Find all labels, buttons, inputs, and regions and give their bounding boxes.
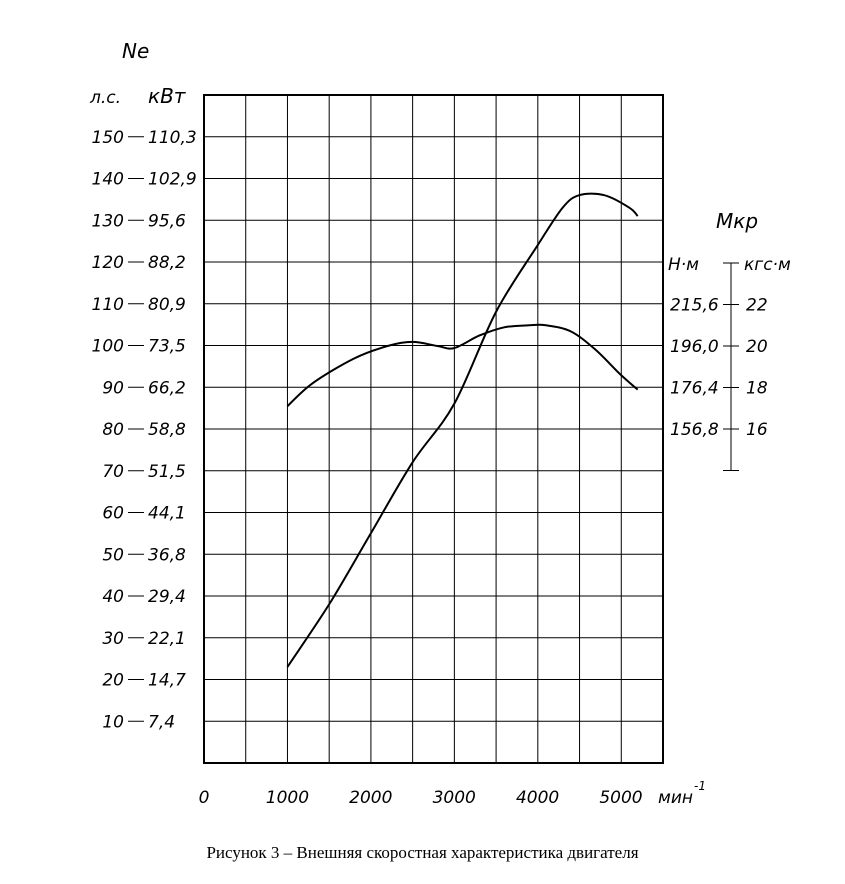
left-axis-tick-label-hp: 110 bbox=[92, 295, 124, 315]
left-axis-tick-label-kw: 36,8 bbox=[148, 545, 186, 565]
x-axis-unit-exponent: -1 bbox=[694, 779, 706, 793]
chart-grid bbox=[204, 95, 663, 763]
left-axis-tick-label-hp: 40 bbox=[102, 587, 124, 607]
figure-caption: Рисунок 3 – Внешняя скоростная характери… bbox=[206, 843, 639, 862]
chart-curves bbox=[286, 192, 639, 668]
left-axis-tick-label-hp: 80 bbox=[102, 420, 124, 440]
right-axis-tick-label-kgcm: 22 bbox=[746, 296, 768, 316]
x-axis-tick-label: 2000 bbox=[349, 788, 392, 808]
right-axis-tick-label-nm: 215,6 bbox=[670, 296, 719, 316]
x-axis-tick-label: 0 bbox=[199, 788, 210, 808]
left-axis: Ne л.с. кВт 150 110,3 140 102,9 130 95,6 120 88… bbox=[89, 39, 197, 732]
power-curve bbox=[286, 192, 639, 668]
x-axis-tick-label: 4000 bbox=[516, 788, 559, 808]
left-axis-tick-label-kw: 29,4 bbox=[148, 587, 186, 607]
right-axis-tick-label-nm: 156,8 bbox=[670, 420, 719, 440]
x-axis-unit: мин bbox=[658, 788, 693, 808]
x-axis: мин -1 0 1000 2000 3000 4000 5000 bbox=[199, 779, 706, 808]
plot-frame bbox=[203, 94, 664, 764]
left-axis-tick-label-kw: 51,5 bbox=[148, 462, 186, 482]
left-axis-tick-label-kw: 95,6 bbox=[148, 211, 186, 231]
left-axis-tick-label-hp: 60 bbox=[102, 504, 124, 524]
left-axis-tick-label-hp: 20 bbox=[102, 671, 124, 691]
left-axis-tick-label-kw: 102,9 bbox=[148, 170, 197, 190]
left-axis-tick-label-kw: 80,9 bbox=[148, 295, 186, 315]
right-axis-unit-kgcm: кгс·м bbox=[744, 255, 791, 275]
left-axis-tick-label-kw: 88,2 bbox=[148, 253, 186, 273]
right-axis-unit-nm: Н·м bbox=[668, 255, 699, 275]
right-axis-tick-label-nm: 196,0 bbox=[670, 337, 719, 357]
left-axis-tick-label-hp: 90 bbox=[102, 378, 124, 398]
left-axis-tick-label-hp: 100 bbox=[92, 337, 124, 357]
left-axis-tick-label-hp: 150 bbox=[92, 128, 124, 148]
left-axis-tick-label-kw: 110,3 bbox=[148, 128, 197, 148]
right-axis-tick-label-kgcm: 20 bbox=[746, 337, 768, 357]
x-axis-tick-label: 1000 bbox=[266, 788, 309, 808]
left-axis-tick-label-kw: 73,5 bbox=[148, 337, 186, 357]
left-axis-tick-label-kw: 66,2 bbox=[148, 378, 186, 398]
left-axis-tick-label-kw: 58,8 bbox=[148, 420, 186, 440]
left-axis-unit-hp: л.с. bbox=[89, 88, 121, 108]
left-axis-tick-label-hp: 140 bbox=[92, 170, 124, 190]
right-axis-title: Мкр bbox=[716, 209, 758, 233]
right-axis-tick-label-kgcm: 18 bbox=[746, 379, 768, 399]
left-axis-tick-label-kw: 14,7 bbox=[148, 671, 186, 691]
plot-frame-border bbox=[203, 94, 664, 764]
left-axis-unit-kw: кВт bbox=[148, 84, 187, 108]
left-axis-title: Ne bbox=[122, 39, 149, 63]
right-axis: Мкр Н·м кгс·м 215,6 22 196,0 20 176,4 18 156,8… bbox=[668, 209, 791, 471]
x-axis-tick-label: 3000 bbox=[433, 788, 476, 808]
torque-curve bbox=[286, 323, 639, 407]
x-axis-tick-label: 5000 bbox=[599, 788, 642, 808]
left-axis-tick-label-kw: 44,1 bbox=[148, 504, 186, 524]
left-axis-tick-label-hp: 30 bbox=[102, 629, 124, 649]
left-axis-tick-label-kw: 22,1 bbox=[148, 629, 186, 649]
right-axis-tick-label-nm: 176,4 bbox=[670, 379, 719, 399]
left-axis-tick-label-kw: 7,4 bbox=[148, 712, 175, 732]
left-axis-tick-label-hp: 120 bbox=[92, 253, 124, 273]
right-axis-tick-label-kgcm: 16 bbox=[746, 420, 768, 440]
left-axis-tick-label-hp: 10 bbox=[102, 712, 124, 732]
left-axis-tick-label-hp: 130 bbox=[92, 211, 124, 231]
left-axis-tick-label-hp: 70 bbox=[102, 462, 124, 482]
left-axis-tick-label-hp: 50 bbox=[102, 545, 124, 565]
